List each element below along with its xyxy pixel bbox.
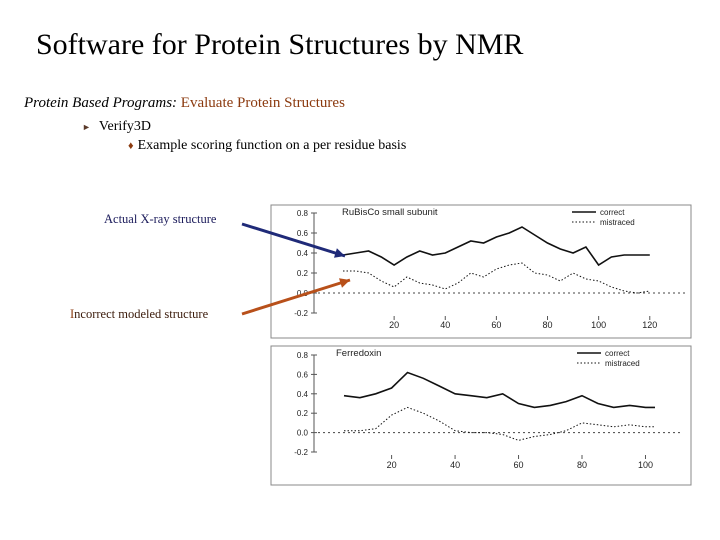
x-tick-label: 120 bbox=[642, 320, 657, 330]
incorrect-structure-label: Incorrect modeled structure bbox=[70, 307, 208, 322]
chart-frame bbox=[270, 204, 692, 339]
x-tick-label: 100 bbox=[591, 320, 606, 330]
legend-label-mistraced: mistraced bbox=[605, 359, 640, 368]
x-tick-label: 40 bbox=[440, 320, 450, 330]
y-tick-label: 0.4 bbox=[297, 390, 309, 399]
y-tick-label: 0.4 bbox=[297, 249, 309, 258]
incorrect-arrow bbox=[241, 278, 351, 316]
subtitle-lead: Protein Based Programs: bbox=[24, 95, 181, 111]
y-tick-label: 0.2 bbox=[297, 269, 309, 278]
y-tick-label: 0.8 bbox=[297, 209, 309, 218]
x-tick-label: 40 bbox=[450, 460, 460, 470]
y-tick-label: 0.0 bbox=[297, 429, 309, 438]
chart-frame bbox=[270, 345, 692, 486]
bullet-verify3d: ► Verify3D bbox=[82, 119, 151, 135]
xray-structure-label: Actual X-ray structure bbox=[104, 212, 217, 226]
x-tick-label: 80 bbox=[577, 460, 587, 470]
y-tick-label: -0.2 bbox=[294, 309, 308, 318]
y-tick-label: 0.8 bbox=[297, 351, 309, 360]
incorrect-label-rest: ncorrect modeled structure bbox=[74, 307, 209, 321]
bullet-verify3d-text: Verify3D bbox=[98, 119, 152, 134]
x-tick-label: 20 bbox=[387, 460, 397, 470]
xray-arrow bbox=[241, 222, 346, 258]
xray-arrow-head bbox=[334, 248, 345, 258]
y-tick-label: 0.2 bbox=[297, 409, 309, 418]
series-correct bbox=[342, 226, 650, 267]
legend-label-correct: correct bbox=[600, 208, 625, 217]
series-correct bbox=[343, 371, 655, 409]
y-tick-label: 0.6 bbox=[297, 370, 309, 379]
y-tick-label: -0.2 bbox=[294, 448, 308, 457]
legend-label-correct: correct bbox=[605, 349, 630, 358]
incorrect-arrow-shaft bbox=[241, 278, 351, 316]
series-mistraced bbox=[344, 406, 655, 441]
x-tick-label: 60 bbox=[491, 320, 501, 330]
x-tick-label: 20 bbox=[389, 320, 399, 330]
y-tick-label: 0.6 bbox=[297, 229, 309, 238]
subtitle-accent: Evaluate Protein Structures bbox=[180, 95, 345, 111]
slide-subtitle: Protein Based Programs: Evaluate Protein… bbox=[24, 95, 345, 112]
xray-arrow-shaft bbox=[241, 222, 346, 258]
x-tick-label: 60 bbox=[514, 460, 524, 470]
diamond-icon: ♦ bbox=[128, 140, 134, 152]
triangle-right-icon: ► bbox=[82, 122, 91, 132]
x-tick-label: 100 bbox=[638, 460, 653, 470]
legend-label-mistraced: mistraced bbox=[600, 218, 635, 227]
chart-panel-2: 0.8 0.6 0.4 0.2 0.0 -0.2 20 40 60 80 100 Ferredoxin… bbox=[270, 345, 692, 486]
incorrect-arrow-head bbox=[339, 278, 350, 288]
bullet-example: ♦ Example scoring function on a per resi… bbox=[128, 138, 406, 154]
chart-panel-1: 0.80.60.40.20.0-0.220406080100120RuBisCo… bbox=[270, 204, 692, 339]
chart-title: Ferredoxin bbox=[336, 348, 381, 359]
incorrect-label-initial: I bbox=[70, 307, 75, 321]
chart-title: RuBisCo small subunit bbox=[342, 207, 438, 218]
x-tick-label: 80 bbox=[543, 320, 553, 330]
bullet-example-text: Example scoring function on a per residu… bbox=[137, 138, 407, 153]
slide-title: Software for Protein Structures by NMR bbox=[36, 28, 524, 61]
